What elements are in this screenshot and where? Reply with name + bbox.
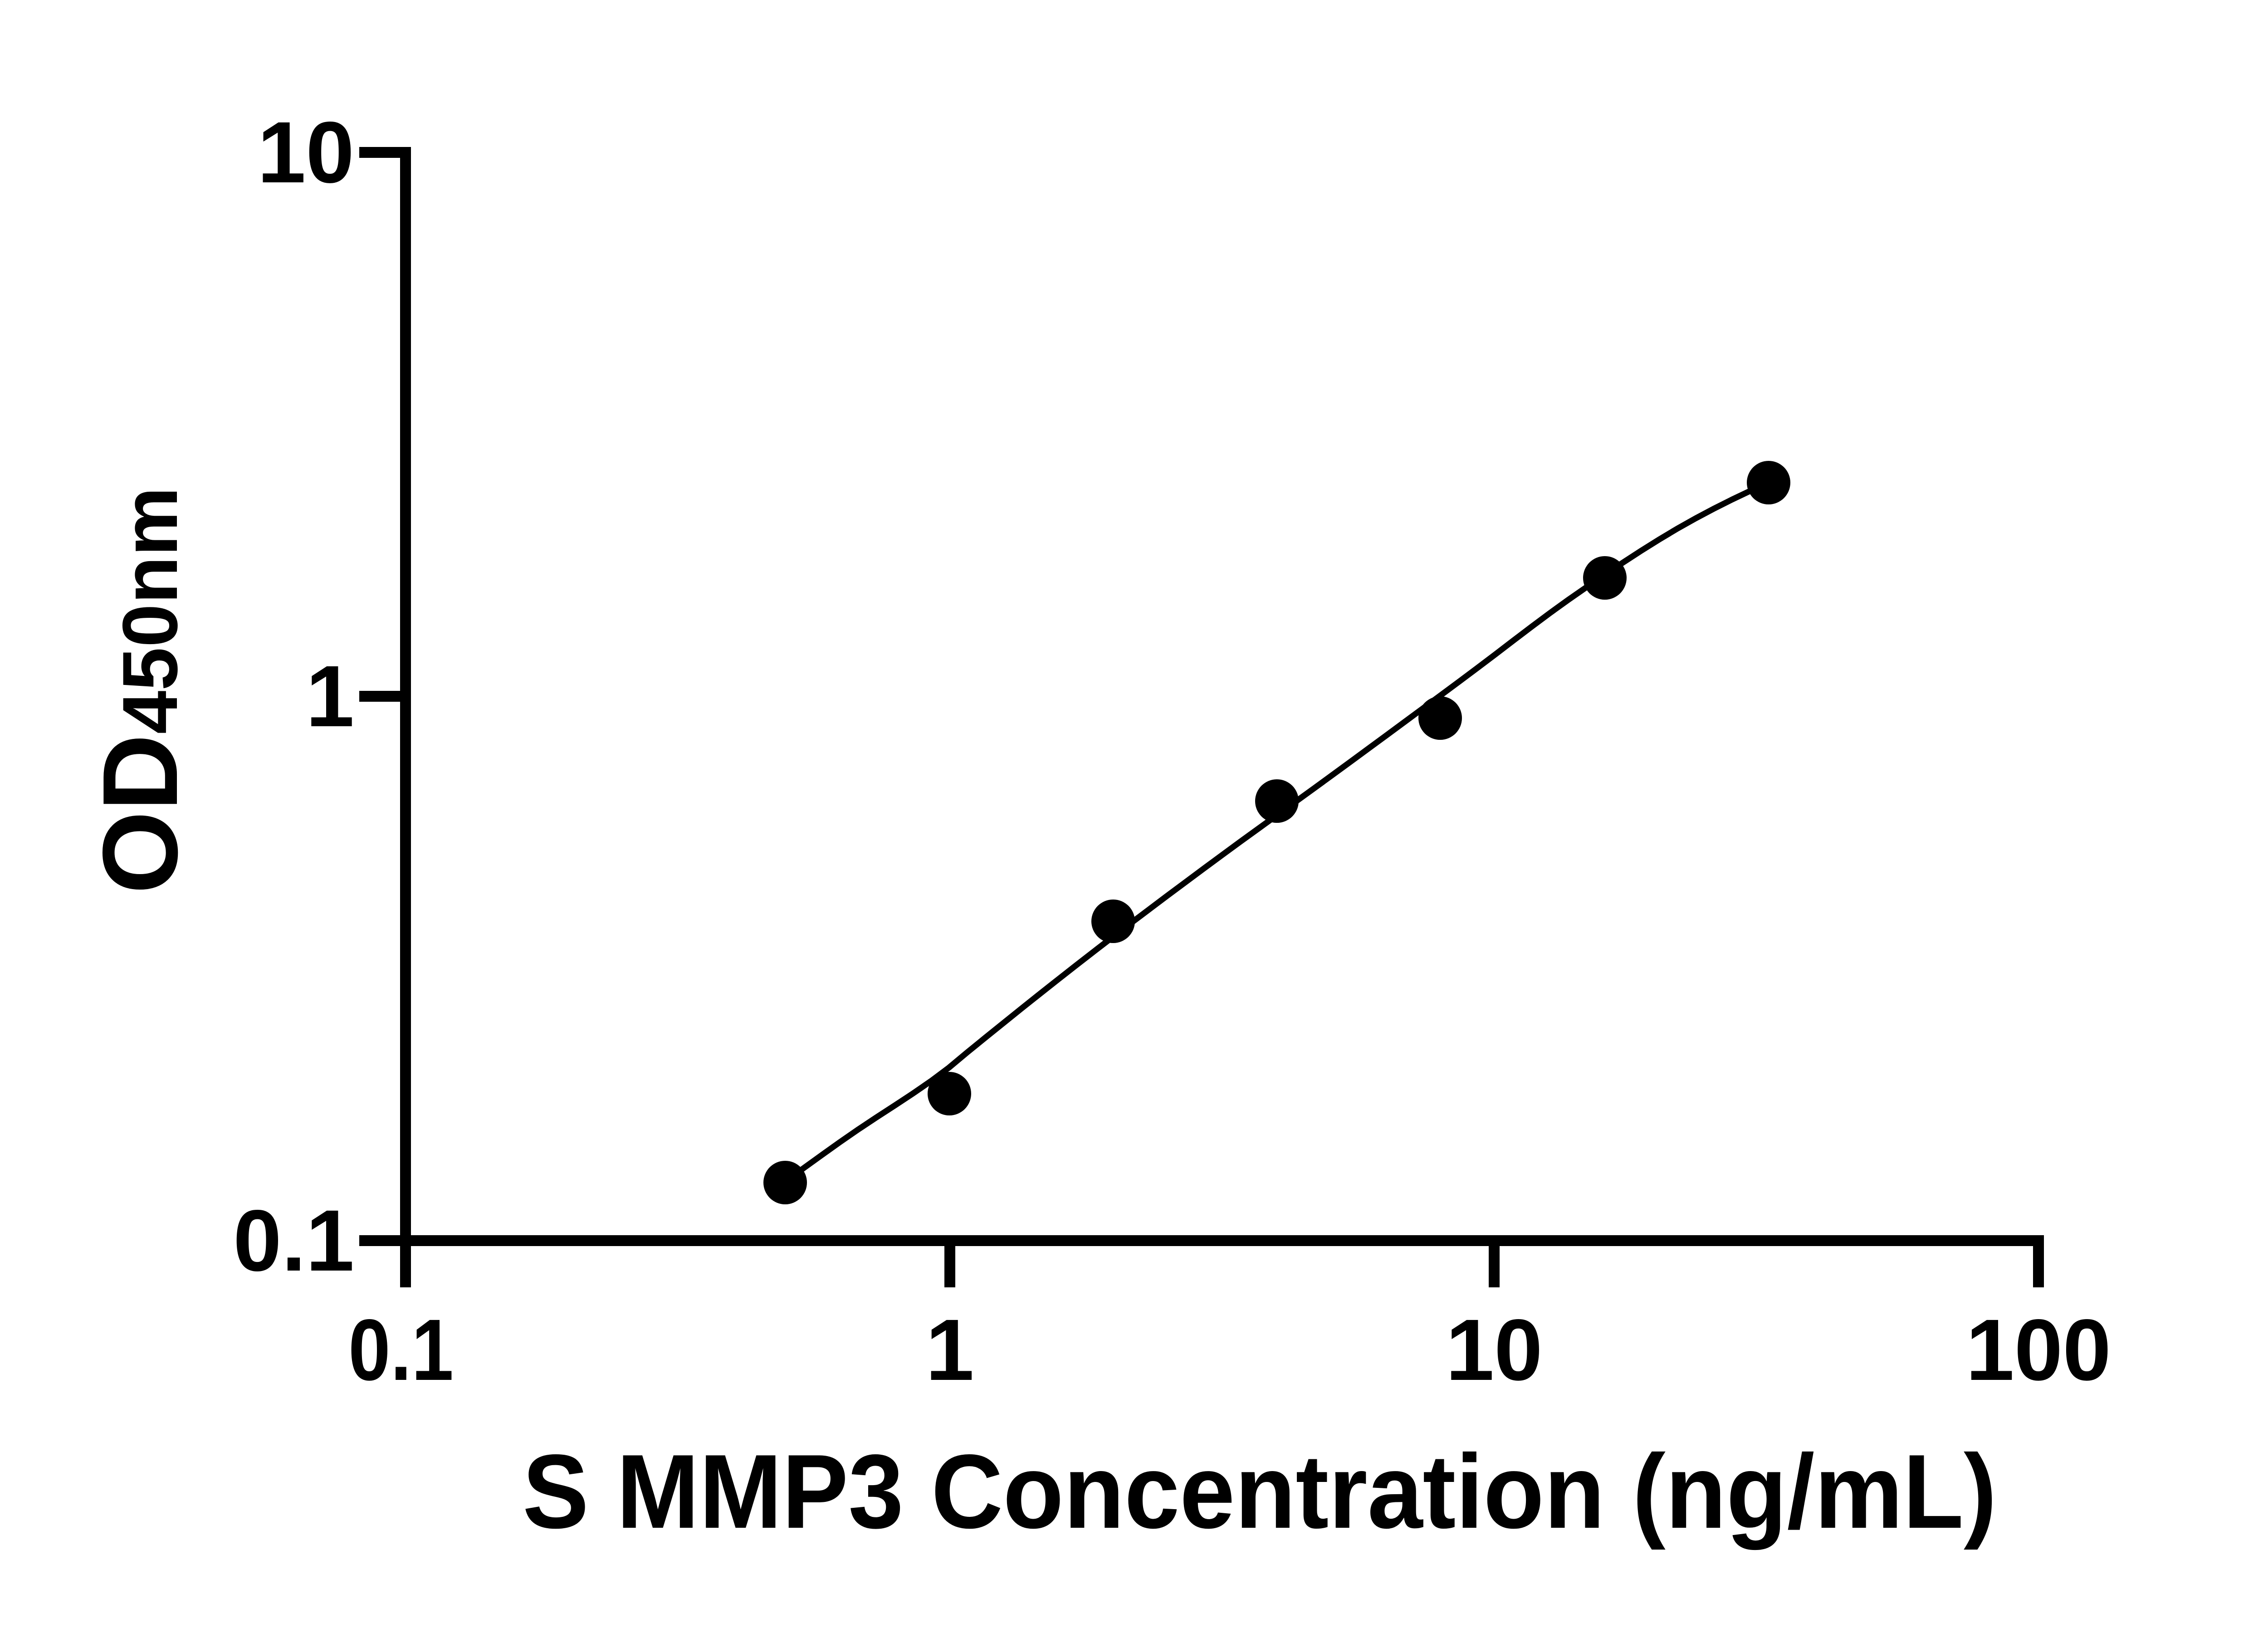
svg-text:10: 10	[1446, 1301, 1543, 1398]
svg-text:0.1: 0.1	[233, 1192, 354, 1289]
svg-text:1: 1	[306, 647, 354, 745]
svg-text:1: 1	[926, 1301, 974, 1398]
svg-text:S MMP3 Concentration (ng/mL): S MMP3 Concentration (ng/mL)	[523, 1433, 1997, 1550]
svg-text:100: 100	[1966, 1301, 2111, 1398]
svg-text:10: 10	[257, 103, 354, 201]
svg-text:0.1: 0.1	[348, 1301, 454, 1398]
svg-text:OD450nm: OD450nm	[80, 487, 200, 894]
